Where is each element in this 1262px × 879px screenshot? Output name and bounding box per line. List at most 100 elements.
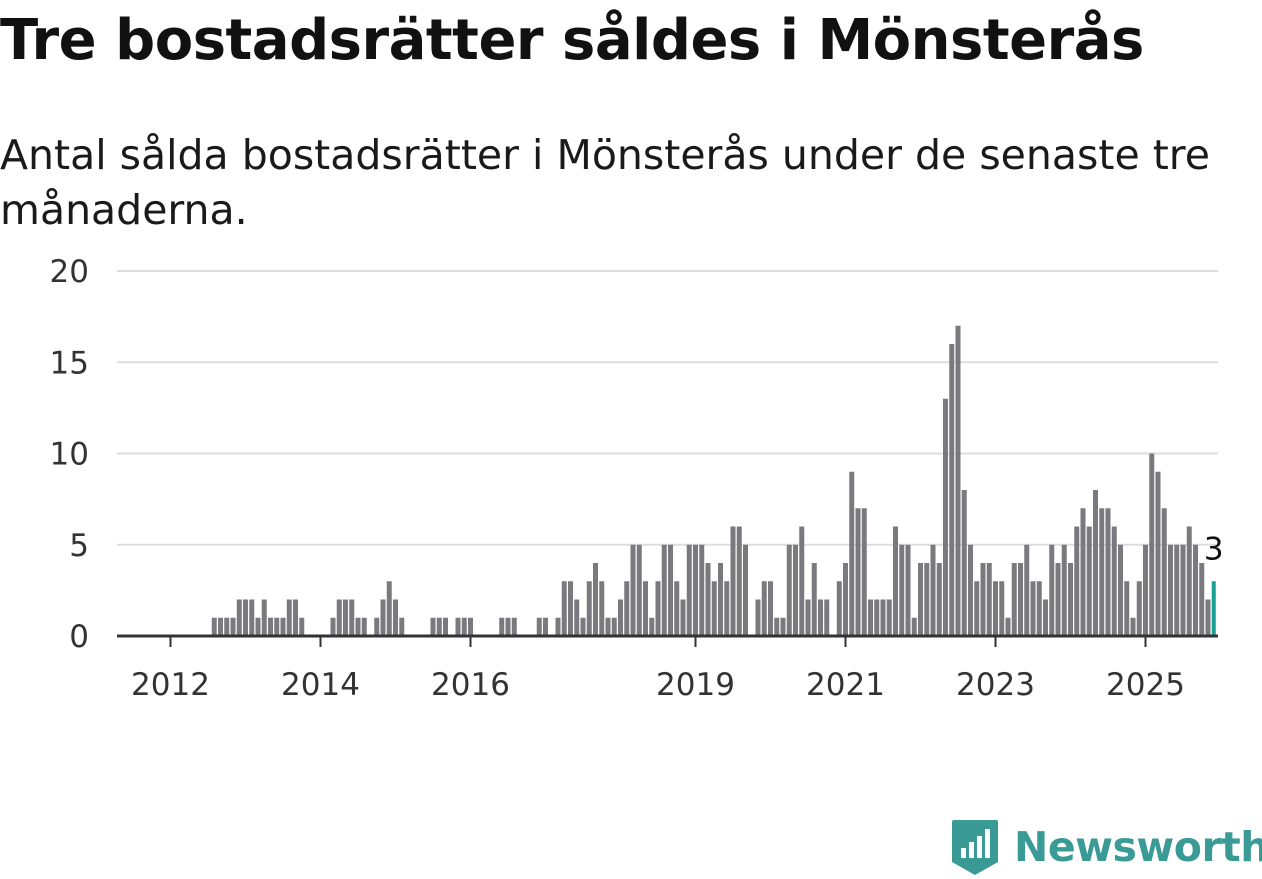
bar	[1111, 526, 1117, 636]
bar	[949, 344, 955, 636]
bar	[899, 544, 905, 636]
bar	[211, 617, 217, 636]
bar	[380, 599, 386, 636]
bar	[793, 544, 798, 636]
bar	[536, 617, 542, 636]
bar	[655, 581, 661, 636]
bar	[699, 544, 705, 636]
bar	[299, 617, 305, 636]
bar	[293, 599, 298, 636]
bar	[555, 617, 561, 636]
bar	[730, 526, 736, 636]
bar	[1174, 544, 1180, 636]
bar	[374, 617, 380, 636]
bar	[1193, 544, 1198, 636]
y-tick-label: 15	[50, 345, 89, 381]
bar	[1080, 508, 1086, 636]
bar	[443, 617, 448, 636]
bar	[286, 599, 292, 636]
bar	[1005, 617, 1011, 636]
bar	[624, 581, 630, 636]
bar	[511, 617, 517, 636]
bar	[218, 617, 223, 636]
bar	[249, 599, 255, 636]
bar	[1086, 526, 1092, 636]
newsworthy-logo: Newsworthy	[950, 818, 1262, 876]
bar	[1049, 544, 1055, 636]
bar	[505, 617, 511, 636]
bar	[668, 544, 673, 636]
bar	[1124, 581, 1130, 636]
bar	[355, 617, 361, 636]
bar	[880, 599, 886, 636]
annotations: 3	[1204, 531, 1224, 567]
bar	[818, 599, 823, 636]
x-tick-label: 2012	[131, 667, 210, 703]
bar	[1161, 508, 1167, 636]
bar	[911, 617, 917, 636]
bar	[268, 617, 273, 636]
bar	[605, 617, 611, 636]
bar	[736, 526, 742, 636]
brand-name: Newsworthy	[1014, 823, 1262, 871]
bar	[236, 599, 242, 636]
bar	[636, 544, 642, 636]
x-tick-label: 2023	[956, 667, 1035, 703]
bars	[211, 325, 1216, 636]
bar	[274, 617, 280, 636]
bar	[999, 581, 1005, 636]
bar	[399, 617, 405, 636]
bar	[968, 544, 973, 636]
bar	[1011, 563, 1017, 636]
bar	[955, 325, 961, 636]
y-axis-ticks: 0 5 10 15 20	[50, 254, 89, 655]
bar	[349, 599, 355, 636]
bar	[718, 563, 723, 636]
bar	[586, 581, 592, 636]
y-tick-label: 0	[69, 619, 89, 655]
bar	[886, 599, 892, 636]
bar	[1018, 563, 1023, 636]
bar	[593, 563, 598, 636]
bar	[761, 581, 767, 636]
x-tick-label: 2014	[281, 667, 360, 703]
bar	[843, 563, 848, 636]
bar	[1105, 508, 1111, 636]
bar	[1043, 599, 1048, 636]
bar	[711, 581, 717, 636]
bar	[343, 599, 348, 636]
bar	[618, 599, 623, 636]
bar	[455, 617, 461, 636]
bar	[386, 581, 392, 636]
bar	[1205, 599, 1211, 636]
bar	[1143, 544, 1148, 636]
bar	[649, 617, 655, 636]
bar	[1036, 581, 1042, 636]
bar	[980, 563, 986, 636]
bar	[961, 490, 967, 636]
bar	[1055, 563, 1061, 636]
bar	[805, 599, 811, 636]
gridlines	[117, 270, 1218, 546]
bar	[1168, 544, 1173, 636]
bar	[1186, 526, 1192, 636]
x-axis-ticks: 2012 2014 2016 2019 2021 2023 2025	[131, 636, 1185, 703]
x-tick-label: 2021	[806, 667, 885, 703]
bar	[468, 617, 473, 636]
bar-highlight	[1211, 581, 1216, 636]
bar	[436, 617, 442, 636]
bar	[393, 599, 398, 636]
bar	[930, 544, 936, 636]
bar	[224, 617, 230, 636]
bar	[1136, 581, 1142, 636]
bar	[849, 471, 855, 636]
bar	[243, 599, 248, 636]
bar	[905, 544, 911, 636]
bar	[1099, 508, 1105, 636]
x-tick-label: 2019	[656, 667, 735, 703]
bar	[1074, 526, 1080, 636]
bar	[336, 599, 342, 636]
x-tick-label: 2025	[1106, 667, 1185, 703]
bar	[543, 617, 548, 636]
bar	[743, 544, 748, 636]
